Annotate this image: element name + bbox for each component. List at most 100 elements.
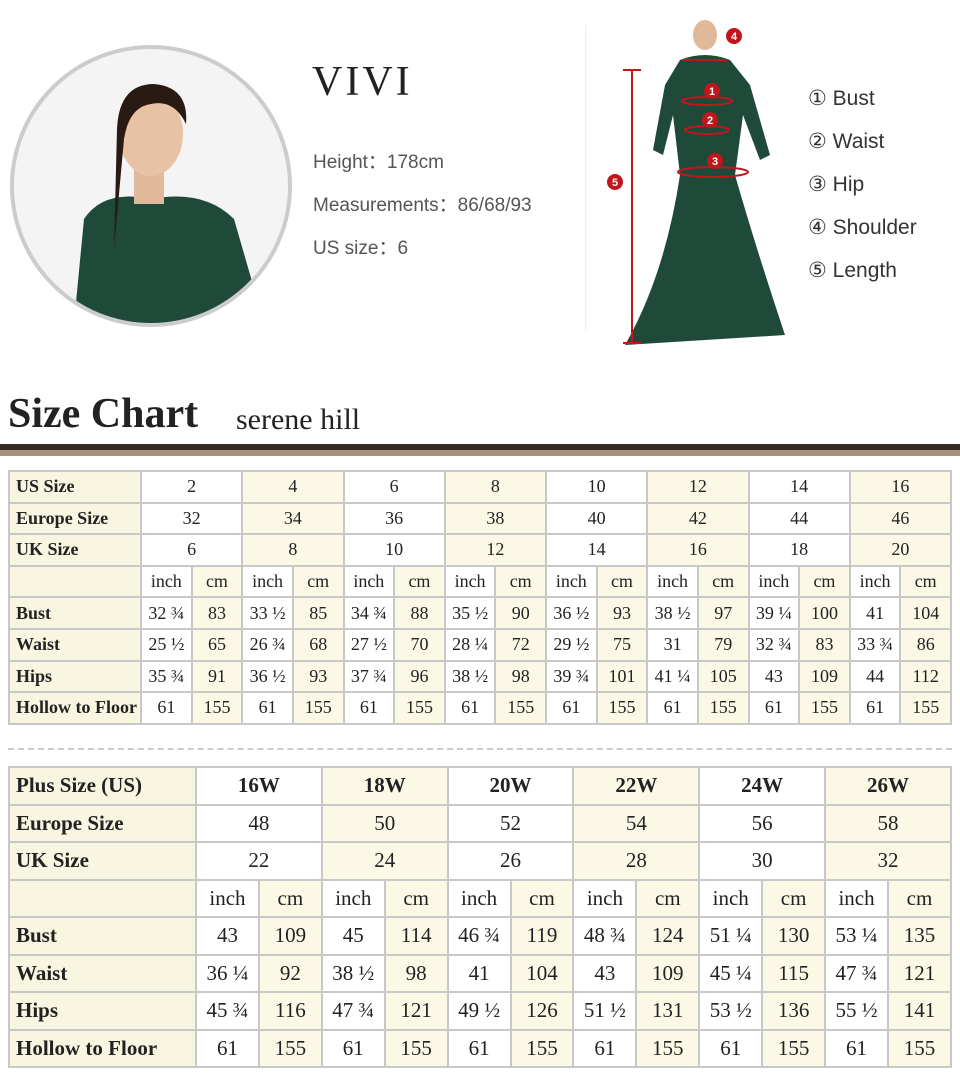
table-cell: 79 [696, 627, 750, 662]
table-cell: 61 [545, 691, 598, 725]
table-cell: 2 [139, 470, 244, 504]
table-cell: 32 [139, 501, 244, 536]
table-cell: 86 [899, 627, 952, 662]
table-cell: cm [509, 878, 575, 918]
table-cell: 155 [635, 1028, 701, 1068]
row-label: UK Size [8, 533, 142, 567]
table-cell: 43 [572, 953, 638, 993]
table-cell: cm [393, 564, 446, 599]
table-cell: 34 ¾ [342, 596, 396, 630]
table-cell: inch [241, 564, 294, 599]
row-label [8, 878, 197, 918]
table-cell: 155 [190, 691, 244, 725]
table-cell: inch [140, 564, 193, 599]
table-cell: 8 [241, 533, 345, 567]
table-cell: 18 [747, 533, 851, 567]
table-row: US Size 2 4 6 8 10 12 14 16 [8, 470, 953, 504]
table-cell: inch [342, 564, 396, 599]
table-cell: 54 [572, 803, 701, 843]
table-cell: 22 [195, 841, 323, 881]
svg-text:2: 2 [707, 115, 713, 127]
table-cell: 12 [443, 533, 548, 567]
table-cell: 155 [798, 691, 851, 725]
table-cell: 41 ¼ [646, 659, 699, 694]
plus-size-table: Plus Size (US) 16W 18W 20W 22W 24W 26W Europe S… [8, 766, 953, 1068]
table-cell: cm [696, 564, 750, 599]
table-cell: 115 [761, 953, 827, 993]
table-cell: 61 [140, 691, 193, 725]
table-cell: 155 [696, 691, 750, 725]
table-cell: 101 [595, 659, 649, 694]
table-cell: 155 [291, 691, 345, 725]
table-row: Waist 25 ½ 65 26 ¾ 68 27 ½ 70 28 ¼ 72 29 ½ 75 31 79 3… [8, 627, 952, 662]
table-row: UK Size 22 24 26 28 30 32 [8, 841, 952, 881]
table-cell: 96 [393, 659, 446, 694]
table-cell: 28 ¼ [443, 627, 497, 662]
svg-text:4: 4 [731, 31, 738, 43]
table-cell: 155 [257, 1028, 323, 1068]
table-cell: inch [195, 878, 260, 918]
table-cell: inch [698, 878, 764, 918]
table-cell: 100 [798, 596, 851, 630]
table-cell: 93 [595, 596, 649, 630]
standard-size-table: US Size 2 4 6 8 10 12 14 16 Europe Size 32 34 36 38 40… [8, 470, 953, 725]
table-row: Europe Size 48 50 52 54 56 58 [8, 803, 952, 843]
table-row: Plus Size (US) 16W 18W 20W 22W 24W 26W [8, 766, 952, 806]
table-cell: 49 ½ [446, 991, 512, 1031]
table-cell: 6 [139, 533, 244, 567]
table-cell: 37 ¾ [342, 659, 396, 694]
table-cell: 39 ¼ [747, 596, 801, 630]
table-cell: 6 [342, 470, 446, 504]
table-cell: cm [899, 564, 952, 599]
table-cell: cm [190, 564, 244, 599]
table-cell: 116 [257, 991, 323, 1031]
table-cell: 8 [443, 470, 548, 504]
table-cell: 155 [761, 1028, 827, 1068]
table-cell: 55 ½ [824, 991, 889, 1031]
legend-bust: ① Bust [808, 87, 875, 110]
table-cell: 126 [509, 991, 575, 1031]
table-cell: 155 [393, 691, 446, 725]
table-cell: 61 [195, 1028, 260, 1068]
row-label: Bust [8, 596, 142, 630]
table-cell: inch [572, 878, 638, 918]
table-cell: 119 [509, 916, 575, 956]
table-cell: 26 ¾ [241, 627, 294, 662]
table-cell: 97 [696, 596, 750, 630]
legend-waist: ② Waist [808, 130, 885, 153]
marker-hip [707, 153, 723, 169]
model-height: Height：178cm [313, 152, 444, 173]
table-cell: 24W [698, 766, 827, 806]
table-cell: 114 [383, 916, 449, 956]
table-cell: 109 [635, 953, 701, 993]
table-cell: 51 ½ [572, 991, 638, 1031]
model-us-size: US size：6 [313, 238, 409, 259]
table-cell: 45 ¾ [195, 991, 260, 1031]
table-cell: 52 [446, 803, 575, 843]
table-cell: 28 [572, 841, 701, 881]
table-cell: 93 [291, 659, 345, 694]
row-label: Hips [8, 659, 142, 694]
table-cell: 61 [824, 1028, 889, 1068]
table-cell: 32 ¾ [140, 596, 193, 630]
table-cell: 20W [446, 766, 575, 806]
table-cell: 130 [761, 916, 827, 956]
table-cell: inch [446, 878, 512, 918]
table-cell: cm [291, 564, 345, 599]
table-row: Europe Size 32 34 36 38 40 42 44 46 [8, 501, 953, 536]
table-cell: 121 [383, 991, 449, 1031]
table-cell: 155 [886, 1028, 953, 1068]
table-cell: 10 [544, 470, 649, 504]
table-cell: 14 [747, 470, 851, 504]
table-cell: 61 [320, 1028, 386, 1068]
table-cell: 30 [698, 841, 827, 881]
table-cell: 92 [257, 953, 323, 993]
table-cell: 51 ¼ [698, 916, 764, 956]
table-cell: 47 ¾ [320, 991, 386, 1031]
row-label: Hollow to Floor [8, 691, 142, 725]
legend-length: ⑤ Length [808, 259, 897, 282]
table-cell: inch [824, 878, 889, 918]
table-cell: 88 [393, 596, 446, 630]
row-label: Waist [8, 953, 197, 993]
